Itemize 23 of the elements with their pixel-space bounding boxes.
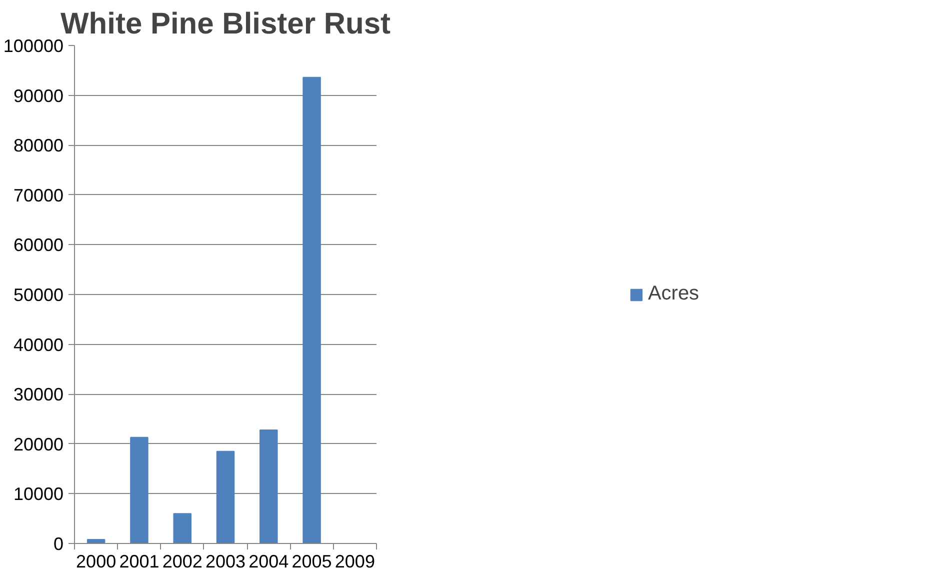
y-tick-label: 30000 — [13, 384, 64, 405]
y-tick-label: 90000 — [13, 86, 64, 106]
bar — [130, 436, 148, 544]
x-tick-label: 2003 — [205, 552, 246, 572]
x-tick-label: 2009 — [334, 552, 375, 572]
bar — [302, 76, 321, 544]
y-tick-label: 60000 — [13, 235, 64, 256]
y-tick-label: 40000 — [13, 334, 64, 355]
x-tick-label: 2005 — [292, 552, 332, 572]
y-tick-label: 50000 — [13, 285, 64, 305]
y-tick-label: 70000 — [13, 185, 64, 206]
y-tick-label: 0 — [53, 534, 64, 554]
y-tick-label: 20000 — [13, 434, 64, 454]
y-tick-label: 10000 — [13, 484, 64, 504]
bar — [173, 513, 192, 544]
bar — [260, 429, 278, 544]
x-tick-label: 2002 — [162, 552, 202, 572]
x-tick-label: 2000 — [76, 552, 116, 572]
legend-label: Acres — [648, 282, 700, 306]
x-tick-label: 2004 — [248, 552, 289, 572]
bar — [216, 450, 235, 544]
y-tick-label: 80000 — [13, 136, 64, 156]
x-tick-label: 2001 — [119, 552, 160, 572]
